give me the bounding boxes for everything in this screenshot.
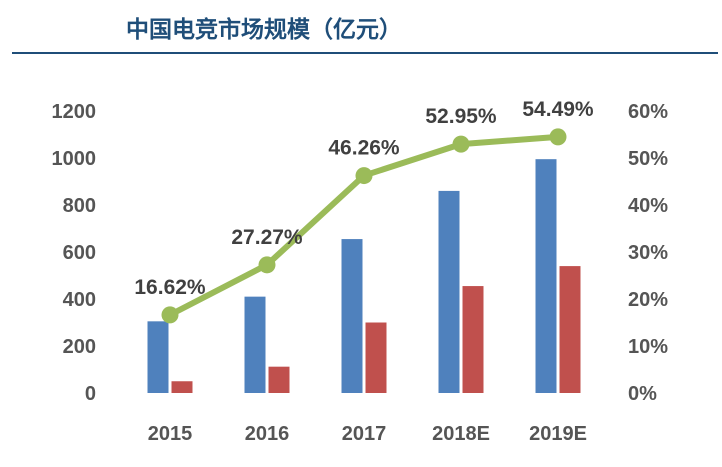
line-point — [355, 167, 373, 185]
bar-blue — [341, 239, 363, 393]
line-series — [167, 133, 561, 318]
data-label: 46.26% — [328, 137, 400, 160]
data-label: 52.95% — [425, 105, 497, 128]
bar-blue — [244, 296, 266, 393]
line-point — [452, 135, 470, 153]
bar-blue — [147, 321, 169, 393]
data-label: 54.49% — [522, 98, 594, 121]
bar-red — [365, 322, 387, 393]
y-left-tick-label: 1200 — [52, 101, 97, 123]
y-right-tick-label: 40% — [628, 195, 668, 217]
y-left-tick-label: 600 — [63, 242, 96, 264]
bar-red — [559, 266, 581, 393]
bar-red — [462, 286, 484, 393]
y-left-tick-label: 400 — [63, 289, 96, 311]
y-left-tick-label: 0 — [85, 383, 96, 405]
x-tick-label: 2019E — [529, 423, 587, 445]
line-point — [258, 256, 276, 274]
line-point — [161, 306, 179, 324]
y-right-tick-label: 30% — [628, 242, 668, 264]
y-left-tick-label: 800 — [63, 195, 96, 217]
y-right-tick-label: 50% — [628, 148, 668, 170]
line-point — [549, 128, 567, 146]
x-tick-label: 2017 — [342, 423, 387, 445]
x-tick-label: 2016 — [245, 423, 290, 445]
y-right-tick-label: 60% — [628, 101, 668, 123]
y-left-tick-label: 1000 — [52, 148, 97, 170]
page-title: 中国电竞市场规模（亿元） — [126, 17, 402, 43]
title-divider — [12, 52, 718, 54]
data-label: 16.62% — [134, 276, 206, 299]
y-right-tick-label: 0% — [628, 383, 657, 405]
bar-red — [171, 381, 193, 393]
bar-blue — [438, 190, 460, 393]
y-right-tick-label: 10% — [628, 336, 668, 358]
x-tick-label: 2015 — [148, 423, 193, 445]
x-tick-label: 2018E — [432, 423, 490, 445]
bar-red — [268, 366, 290, 393]
data-label: 27.27% — [231, 226, 303, 249]
y-right-tick-label: 20% — [628, 289, 668, 311]
y-left-tick-label: 200 — [63, 336, 96, 358]
bar-blue — [535, 159, 557, 393]
